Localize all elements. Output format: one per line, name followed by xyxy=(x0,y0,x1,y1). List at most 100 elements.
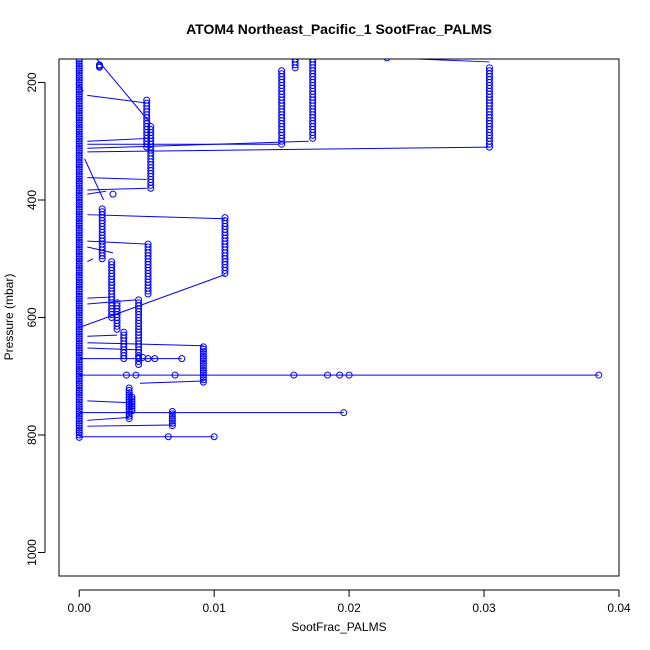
data-point xyxy=(75,74,83,82)
series-line xyxy=(87,137,151,142)
data-point xyxy=(75,62,83,70)
data-point xyxy=(151,355,159,363)
data-point xyxy=(75,97,83,105)
data-point xyxy=(75,205,83,213)
data-point xyxy=(75,191,83,199)
data-point xyxy=(144,355,152,363)
data-point xyxy=(75,429,83,437)
data-point xyxy=(75,158,83,166)
data-point xyxy=(75,170,83,178)
data-point xyxy=(75,102,83,110)
series-line xyxy=(87,299,136,305)
data-point xyxy=(75,269,83,277)
data-point xyxy=(125,384,133,392)
series-line xyxy=(87,334,118,337)
data-point xyxy=(75,252,83,260)
series-line xyxy=(96,59,152,124)
y-tick-label: 800 xyxy=(25,425,39,445)
data-point xyxy=(168,422,176,430)
series-line xyxy=(87,187,147,191)
data-point xyxy=(75,104,83,112)
data-point xyxy=(75,292,83,300)
data-point xyxy=(75,149,83,157)
series-line xyxy=(87,400,130,404)
data-point xyxy=(75,140,83,148)
data-point xyxy=(75,306,83,314)
data-point xyxy=(199,366,207,374)
data-point xyxy=(75,118,83,126)
data-point xyxy=(75,86,83,94)
data-point xyxy=(595,371,603,379)
data-point xyxy=(122,371,130,379)
data-point xyxy=(75,224,83,232)
x-tick-label: 0.02 xyxy=(337,601,361,615)
data-point xyxy=(75,168,83,176)
data-point xyxy=(75,297,83,305)
data-point xyxy=(75,309,83,317)
series-line xyxy=(87,140,309,149)
data-point xyxy=(75,382,83,390)
data-point xyxy=(75,215,83,223)
series-line xyxy=(87,190,107,195)
data-point xyxy=(75,126,83,133)
data-point xyxy=(75,384,83,392)
data-point xyxy=(120,355,128,363)
data-point xyxy=(108,311,116,319)
data-point xyxy=(75,241,83,249)
data-point xyxy=(75,328,83,336)
data-point xyxy=(75,231,83,239)
data-point xyxy=(75,365,83,373)
series-line xyxy=(139,380,204,384)
data-point xyxy=(75,323,83,331)
plot-marks xyxy=(75,59,603,441)
x-tick-label: 0.01 xyxy=(203,601,227,615)
series-line xyxy=(87,246,114,254)
data-point xyxy=(75,210,83,218)
data-point xyxy=(75,245,83,253)
series-line xyxy=(87,177,147,180)
data-point xyxy=(340,409,348,417)
y-tick-label: 600 xyxy=(25,307,39,327)
data-point xyxy=(75,304,83,312)
data-point xyxy=(75,290,83,298)
data-point xyxy=(75,332,83,340)
data-point xyxy=(75,264,83,272)
data-point xyxy=(75,217,83,225)
series-line xyxy=(87,424,173,427)
data-point xyxy=(75,422,83,430)
data-point xyxy=(324,371,332,379)
data-point xyxy=(75,346,83,354)
data-point xyxy=(75,69,83,77)
data-point xyxy=(75,161,83,169)
data-point xyxy=(75,386,83,394)
data-point xyxy=(75,400,83,408)
data-point xyxy=(75,107,83,115)
data-point xyxy=(75,236,83,244)
data-point xyxy=(75,375,83,383)
x-tick-label: 0.03 xyxy=(472,601,496,615)
data-point xyxy=(75,358,83,366)
data-point xyxy=(75,184,83,192)
data-point xyxy=(75,88,83,96)
data-point xyxy=(75,314,83,321)
data-point xyxy=(75,95,83,103)
series-line xyxy=(87,342,204,347)
data-point xyxy=(75,396,83,404)
data-point xyxy=(485,140,493,148)
data-point xyxy=(221,269,229,277)
data-point xyxy=(75,311,83,319)
data-point xyxy=(75,71,83,79)
data-point xyxy=(75,222,83,230)
data-point xyxy=(75,189,83,197)
data-point xyxy=(75,262,83,270)
data-point xyxy=(199,371,207,379)
data-point xyxy=(128,400,136,408)
data-point xyxy=(75,278,83,286)
data-point xyxy=(309,134,317,142)
data-point xyxy=(75,121,83,129)
data-point xyxy=(75,417,83,425)
data-point xyxy=(168,412,176,420)
data-point xyxy=(75,250,83,258)
series-line xyxy=(87,94,147,104)
